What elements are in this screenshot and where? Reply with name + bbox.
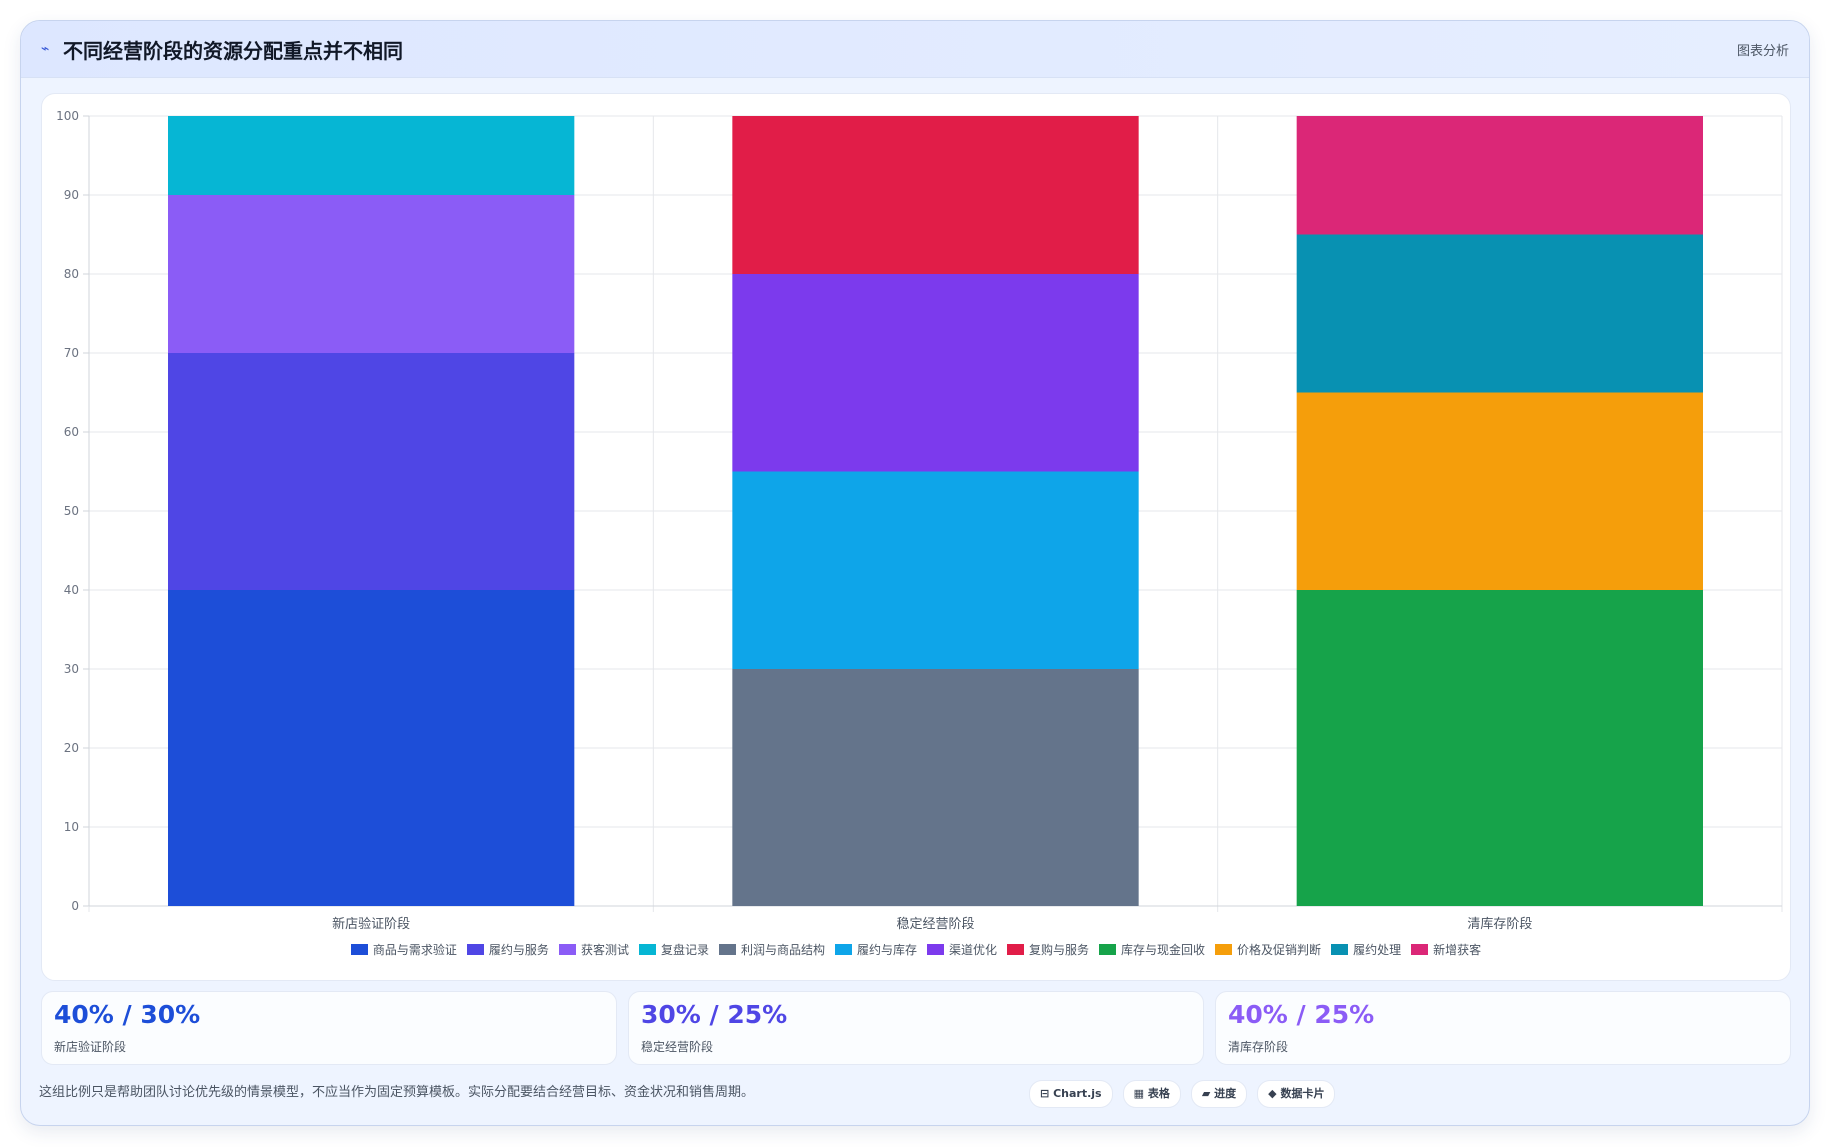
bar-segment (1296, 590, 1703, 906)
x-tick-label: 稳定经营阶段 (896, 916, 974, 932)
legend-item[interactable]: 渠道优化 (927, 941, 997, 958)
chart-panel: 0 10 20 30 40 50 60 70 80 90 100 新店验证阶段 稳定经营阶段 清库存阶段 … (41, 93, 1791, 981)
legend-item[interactable]: 履约处理 (1331, 941, 1401, 958)
legend-label: 价格及促销判断 (1237, 943, 1322, 957)
y-tick-label: 50 (64, 504, 79, 518)
footnote: 这组比例只是帮助团队讨论优先级的情景模型，不应当作为固定预算模板。实际分配要结合… (39, 1085, 755, 1100)
bar-segment (732, 274, 1139, 472)
stat-label: 清库存阶段 (1228, 1040, 1289, 1054)
y-tick-label: 60 (64, 425, 79, 439)
stat-card-stable: 30% / 25% 稳定经营阶段 (628, 991, 1204, 1065)
stat-card-new-store: 40% / 30% 新店验证阶段 (41, 991, 617, 1065)
x-tick-label: 清库存阶段 (1467, 916, 1532, 932)
button-label: 表格 (1147, 1087, 1170, 1100)
y-tick-label: 20 (64, 741, 79, 755)
legend-item[interactable]: 商品与需求验证 (350, 941, 457, 958)
legend-swatch (466, 944, 484, 955)
progress-icon: ▰ (1201, 1087, 1211, 1100)
bar-segment (168, 353, 575, 590)
legend-swatch (1331, 944, 1349, 955)
chart-legend: 商品与需求验证 履约与服务 获客测试 复盘记录 利润与商品结构 履约与库存 渠道优化 复购与服… (42, 941, 1790, 961)
y-tick-label: 0 (71, 899, 79, 913)
legend-swatch (638, 944, 656, 955)
bar-segment (732, 116, 1139, 274)
table-icon: ▦ (1133, 1087, 1144, 1100)
legend-label: 获客测试 (580, 943, 629, 957)
legend-swatch (350, 944, 368, 955)
progress-button[interactable]: ▰ 进度 (1190, 1080, 1248, 1108)
legend-label: 履约与库存 (856, 943, 917, 957)
chart-card: ⌁ 不同经营阶段的资源分配重点并不相同 图表分析 0 10 20 30 40 50 60 70… (20, 20, 1810, 1126)
stat-label: 稳定经营阶段 (641, 1040, 714, 1054)
bar-segment (732, 669, 1139, 906)
data-card-button[interactable]: ◆ 数据卡片 (1257, 1080, 1336, 1108)
legend-item[interactable]: 价格及促销判断 (1215, 941, 1321, 958)
legend-label: 履约处理 (1353, 943, 1402, 957)
bar-segment (168, 590, 575, 906)
bar-segment (1296, 116, 1703, 235)
bar-segment (1296, 392, 1703, 590)
x-tick-label: 新店验证阶段 (332, 916, 410, 932)
bar-segment (732, 471, 1139, 669)
legend-item[interactable]: 履约与库存 (834, 941, 917, 958)
stat-value: 30% / 25% (641, 1000, 788, 1029)
legend-item[interactable]: 库存与现金回收 (1099, 941, 1205, 958)
legend-label: 新增获客 (1433, 943, 1482, 957)
button-label: 数据卡片 (1280, 1087, 1325, 1100)
card-header: ⌁ 不同经营阶段的资源分配重点并不相同 图表分析 (21, 21, 1809, 78)
legend-label: 渠道优化 (949, 943, 998, 957)
legend-label: 复盘记录 (660, 943, 709, 957)
card-icon: ◆ (1268, 1087, 1277, 1100)
legend-item[interactable]: 复购与服务 (1007, 941, 1089, 958)
y-tick-label: 90 (64, 188, 79, 202)
legend-item[interactable]: 复盘记录 (638, 941, 709, 958)
y-tick-label: 70 (64, 346, 79, 360)
legend-label: 库存与现金回收 (1121, 943, 1206, 957)
bar-segment (1296, 234, 1703, 393)
legend-swatch (1007, 944, 1025, 955)
legend-label: 商品与需求验证 (372, 943, 457, 957)
chart-icon: ⊟ (1040, 1087, 1050, 1100)
legend-swatch (558, 944, 576, 955)
chart-title: 不同经营阶段的资源分配重点并不相同 (63, 39, 403, 63)
legend-item[interactable]: 新增获客 (1411, 941, 1481, 958)
legend-swatch (718, 944, 736, 955)
legend-label: 复购与服务 (1029, 943, 1090, 957)
chart-line-icon: ⌁ (41, 41, 50, 57)
chartjs-button[interactable]: ⊟ Chart.js (1029, 1080, 1113, 1108)
chart-analysis-tag: 图表分析 (1736, 44, 1789, 59)
y-tick-label: 30 (64, 662, 79, 676)
legend-item[interactable]: 履约与服务 (466, 941, 549, 958)
legend-item[interactable]: 利润与商品结构 (718, 941, 825, 958)
stacked-bar-chart: 0 10 20 30 40 50 60 70 80 90 100 新店验证阶段 稳定经营阶段 清库存阶段 (56, 109, 1783, 932)
y-tick-label: 100 (56, 109, 79, 123)
stat-cards: 40% / 30% 新店验证阶段 30% / 25% 稳定经营阶段 40% / … (41, 991, 1791, 1065)
y-tick-label: 10 (64, 820, 79, 834)
legend-swatch (927, 944, 944, 955)
legend-label: 履约与服务 (488, 943, 549, 957)
stat-card-clearance: 40% / 25% 清库存阶段 (1215, 991, 1791, 1065)
bar-segment (168, 116, 575, 195)
legend-swatch (1215, 944, 1233, 955)
button-label: Chart.js (1053, 1087, 1102, 1100)
button-label: 进度 (1214, 1087, 1237, 1100)
legend-swatch (1411, 944, 1429, 955)
legend-label: 利润与商品结构 (740, 943, 825, 957)
legend-swatch (1099, 944, 1117, 955)
stat-value: 40% / 30% (54, 1000, 201, 1029)
legend-item[interactable]: 获客测试 (558, 941, 629, 958)
table-button[interactable]: ▦ 表格 (1122, 1080, 1181, 1108)
view-switcher: ⊟ Chart.js ▦ 表格 ▰ 进度 ◆ 数据卡片 (1029, 1080, 1345, 1110)
stat-label: 新店验证阶段 (54, 1040, 127, 1054)
bar-segment (168, 195, 575, 353)
y-tick-label: 80 (64, 267, 79, 281)
stat-value: 40% / 25% (1228, 1000, 1375, 1029)
legend-swatch (834, 944, 852, 955)
y-tick-label: 40 (64, 583, 79, 597)
